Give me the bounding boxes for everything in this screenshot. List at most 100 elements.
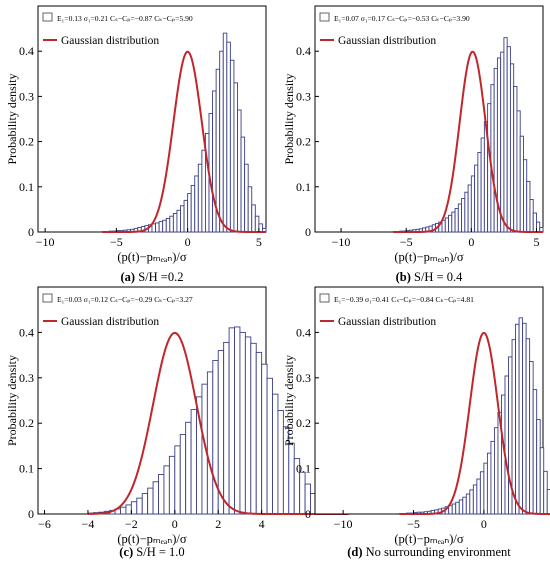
histogram-bar: [222, 32, 228, 233]
chart-panel-d: 0 0.1 0.2 0.3 0.4 −10 −5 0 (p(t)−pₘₑₐₙ)/σ Probabi…: [282, 286, 550, 559]
histogram-bar: [476, 478, 481, 515]
histogram-bar: [152, 481, 159, 515]
x-tick-label: 5: [256, 235, 262, 249]
gaussian-curve: [87, 331, 349, 515]
legend-histogram-swatch: [42, 12, 53, 22]
histogram-bar: [461, 198, 466, 233]
histogram-bar: [529, 361, 534, 515]
legend-histogram-label: E₁=0.03 σ₁=0.12 Cₛ−Cₚ=−0.29 Cₖ−Cₚ=3.27: [57, 295, 193, 304]
histogram-bar: [272, 393, 279, 515]
x-tick-label: 0: [185, 235, 191, 249]
histogram-bar: [240, 136, 246, 233]
x-axis-label: (p(t)−pₘₑₐₙ)/σ: [394, 532, 464, 546]
histogram-bar: [451, 503, 457, 515]
histogram-bar: [513, 86, 518, 233]
histogram-bar: [457, 203, 463, 233]
histogram-bar: [493, 427, 499, 515]
histogram-bar: [522, 322, 527, 515]
y-tick-label: 0.1: [19, 462, 34, 476]
histogram-bar: [288, 442, 295, 515]
histogram-bar: [176, 209, 181, 233]
y-tick-label: 0.3: [19, 371, 34, 385]
histogram-bar: [168, 455, 176, 515]
histogram-bar: [451, 211, 456, 233]
histogram-bar: [523, 159, 528, 233]
histogram-bar: [233, 82, 238, 233]
chart-panel-a: 0 0.1 0.2 0.3 0.4 −10 −5 0 5 (p(t)−pₘₑₐₙ)/σ Probab…: [5, 5, 267, 284]
y-tick-label: 0.4: [19, 325, 34, 339]
histogram-bar: [228, 327, 235, 515]
histogram-bar: [125, 504, 132, 515]
y-tick-label: 0.1: [19, 180, 34, 194]
y-axis-label: Probability density: [5, 355, 19, 446]
x-axis-label: (p(t)−pₘₑₐₙ)/σ: [117, 250, 187, 264]
histogram-bar: [239, 331, 246, 515]
legend-histogram-label: E₁=−0.39 σ₁=0.41 Cₛ−Cₚ=−0.84 Cₖ−Cₚ=4.81: [334, 295, 474, 304]
histogram-bar: [147, 487, 154, 515]
panel-caption: (b) S/H = 0.4: [396, 270, 464, 284]
histogram-bar: [261, 363, 268, 515]
histogram-bar: [258, 223, 263, 233]
y-tick-label: 0.2: [296, 135, 311, 149]
histogram-bar: [493, 67, 498, 233]
histogram-bar: [518, 317, 524, 515]
x-tick-label: −10: [334, 517, 353, 531]
legend-curve-label: Gaussian distribution: [61, 316, 159, 328]
histogram-bar: [506, 46, 511, 233]
histogram-bar: [255, 351, 263, 515]
y-tick-label: 0.4: [19, 44, 34, 58]
histogram-bar: [179, 434, 187, 515]
histogram-bar: [244, 163, 249, 233]
histogram-bar: [190, 409, 197, 515]
x-tick-label: −2: [125, 517, 138, 531]
histogram-bar: [183, 199, 189, 233]
histogram-bar: [526, 180, 531, 233]
histogram-bar: [490, 84, 495, 233]
histogram-bar: [464, 191, 469, 233]
histogram-bar: [536, 419, 541, 515]
y-tick-label: 0.2: [19, 416, 34, 430]
histogram-bar: [532, 389, 538, 515]
histogram-bar: [516, 110, 521, 233]
histogram-bar: [158, 474, 165, 515]
histogram-bar: [448, 214, 453, 233]
y-axis-label: Probability density: [282, 355, 296, 446]
gaussian-curve: [102, 50, 266, 233]
histogram-bar: [500, 51, 505, 233]
histogram-bar: [454, 208, 459, 233]
chart-panel-b: 0 0.1 0.2 0.3 0.4 −10 −5 0 5 (p(t)−pₘₑₐₙ)/σ Probab…: [282, 5, 544, 284]
chart-panel-c: 0 0.1 0.2 0.3 0.4 −6 −4 −2 0 2 4 (p(t)−pₘₑₐₙ)/σ Prob…: [5, 286, 349, 559]
histogram-bar: [120, 506, 127, 515]
histogram-bar: [462, 496, 467, 515]
histogram-bar: [474, 164, 479, 233]
x-tick-label: −5: [407, 517, 420, 531]
x-tick-label: −6: [38, 517, 51, 531]
histogram-bar: [163, 465, 170, 515]
gaussian-curve: [399, 331, 550, 515]
histogram-bar: [219, 50, 224, 233]
histogram-bar: [165, 217, 171, 233]
histogram-bar: [483, 462, 488, 515]
y-tick-label: 0.1: [296, 180, 311, 194]
histogram-bar: [543, 470, 548, 515]
histogram-bar: [515, 323, 520, 515]
histogram-bar: [479, 471, 485, 515]
histogram-bar: [212, 90, 217, 233]
histogram-bar: [266, 377, 273, 515]
histogram-bar: [441, 219, 446, 233]
y-tick-label: 0.3: [19, 89, 34, 103]
gaussian-curve: [393, 50, 543, 233]
y-axis-label: Probability density: [5, 74, 19, 165]
histogram-bar: [469, 489, 474, 515]
histogram-bar: [480, 137, 485, 233]
y-tick-label: 0.4: [296, 325, 311, 339]
legend-histogram-swatch: [42, 293, 53, 303]
x-tick-label: 0: [172, 517, 178, 531]
histogram-bar: [509, 63, 515, 233]
y-tick-label: 0.3: [296, 371, 311, 385]
histogram-bar: [226, 41, 231, 233]
panel-label: (b): [396, 270, 414, 284]
x-tick-label: −10: [36, 235, 55, 249]
histogram-bar: [174, 445, 181, 515]
